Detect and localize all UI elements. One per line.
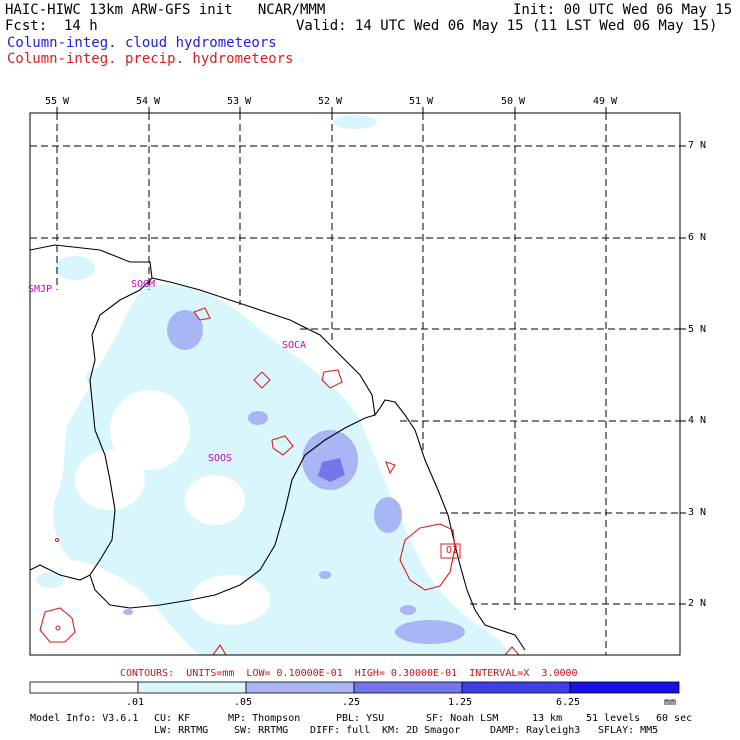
lon-label-52w: 52 W: [318, 96, 343, 107]
station-smjp: SMJP: [28, 284, 53, 295]
colorbar-swatch: [461, 681, 571, 694]
footer-resolution: 13 km: [532, 713, 563, 724]
station-oi: OI: [446, 545, 459, 556]
coastlines: [30, 244, 526, 651]
footer-pbl: PBL: YSU: [336, 713, 385, 724]
forecast-hour: 14 h: [64, 18, 98, 34]
colorbar-swatch: [29, 681, 139, 694]
footer-cu: CU: KF: [154, 713, 191, 724]
station-soca: SOCA: [282, 340, 307, 351]
lat-label-6n: 6 N: [688, 232, 707, 243]
lon-label-55w: 55 W: [45, 96, 70, 107]
colorbar-swatch: [569, 681, 680, 694]
lat-label-5n: 5 N: [688, 324, 707, 335]
lat-lon-grid: [30, 113, 680, 655]
colorbar-swatch: [353, 681, 463, 694]
lon-label-50w: 50 W: [501, 96, 526, 107]
lon-label-49w: 49 W: [593, 96, 618, 107]
model-title: HAIC-HIWC 13km ARW-GFS init NCAR/MMM: [5, 2, 326, 18]
footer-lw: LW: RRTMG: [154, 725, 209, 736]
footer-model-info: Model Info: V3.6.1: [30, 713, 139, 724]
station-soos: SOOS: [208, 453, 233, 464]
footer-levels: 51 levels: [586, 713, 641, 724]
lat-label-4n: 4 N: [688, 415, 707, 426]
footer-mp: MP: Thompson: [228, 713, 301, 724]
colorbar-tick-3: 1.25: [448, 697, 473, 708]
lon-label-54w: 54 W: [136, 96, 161, 107]
colorbar: [29, 681, 680, 694]
cloud-shading-light: [36, 115, 510, 655]
cloud-gaps: [35, 390, 270, 645]
field-precip-title: Column-integ. precip. hydrometeors: [7, 51, 294, 67]
colorbar-tick-2: .25: [342, 697, 361, 708]
lat-label-7n: 7 N: [688, 140, 707, 151]
colorbar-swatch: [137, 681, 247, 694]
footer-km: KM: 2D Smagor: [382, 725, 461, 736]
colorbar-unit: mm: [664, 697, 677, 708]
footer-diff: DIFF: full: [310, 725, 371, 736]
footer-timestep: 60 sec: [656, 713, 693, 724]
station-sogm: SOGM: [131, 279, 156, 290]
colorbar-tick-1: .05: [234, 697, 253, 708]
map-frame: [29, 112, 681, 656]
colorbar-swatch: [245, 681, 355, 694]
field-cloud-title: Column-integ. cloud hydrometeors: [7, 35, 277, 51]
lat-label-3n: 3 N: [688, 507, 707, 518]
forecast-label: Fcst:: [5, 18, 48, 34]
lon-tick-marks: [56, 107, 607, 113]
footer-sw: SW: RRTMG: [234, 725, 289, 736]
precip-contours: [39, 307, 520, 655]
valid-time: Valid: 14 UTC Wed 06 May 15 (11 LST Wed …: [296, 18, 718, 34]
footer-damp: DAMP: Rayleigh3: [490, 725, 581, 736]
footer-sflay: SFLAY: MM5: [598, 725, 659, 736]
lon-label-51w: 51 W: [409, 96, 434, 107]
colorbar-tick-0: .01: [126, 697, 145, 708]
contours-info: CONTOURS: UNITS=mm LOW= 0.10000E-01 HIGH…: [120, 668, 578, 679]
cloud-shading-dark: [318, 458, 345, 482]
lat-tick-marks: [680, 145, 686, 605]
init-time: Init: 00 UTC Wed 06 May 15: [513, 2, 733, 18]
colorbar-tick-4: 6.25: [556, 697, 581, 708]
lon-label-53w: 53 W: [227, 96, 252, 107]
lat-label-2n: 2 N: [688, 598, 707, 609]
footer-sf: SF: Noah LSM: [426, 713, 499, 724]
